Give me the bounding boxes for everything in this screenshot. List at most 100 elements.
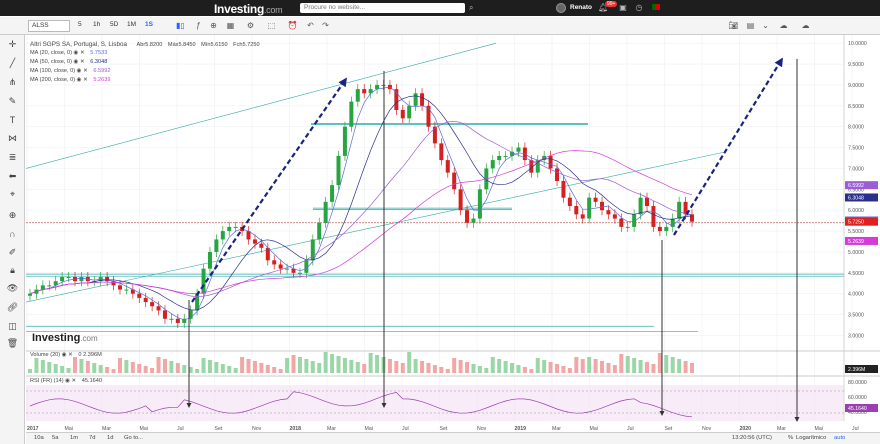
candle-body [439, 143, 444, 161]
fib-icon[interactable]: ≣ [8, 152, 17, 162]
fullscreen-icon[interactable]: ⬚ [267, 21, 276, 30]
time-tick-2: Mar [102, 426, 111, 432]
log-toggle[interactable]: Logarítmico [796, 435, 827, 441]
candle-body [362, 89, 367, 94]
period-5a[interactable]: 5a [52, 435, 59, 441]
price-badge-bg-0 [845, 181, 878, 190]
portfolio-icon[interactable]: ▣ [619, 3, 627, 12]
rsi-band [26, 385, 844, 421]
volume-badge-bg [845, 365, 878, 373]
candles-icon[interactable]: ▮▯ [176, 21, 185, 30]
compare-icon[interactable]: ⊕ [210, 21, 217, 30]
rsi-legend[interactable]: RSI (FR) (14) ◉ ✕ 45.1640 [30, 378, 103, 384]
volume-bar [420, 361, 425, 373]
add-indicator-icon[interactable]: ƒ [196, 21, 201, 30]
layers-icon[interactable]: ◫ [8, 321, 17, 331]
ma20-legend[interactable]: MA (20, close, 0) ◉ ✕ 5.7533 [30, 50, 108, 56]
ma100-legend[interactable]: MA (100, close, 0) ◉ ✕ 6.5992 [30, 68, 111, 74]
period-1d[interactable]: 1d [107, 435, 114, 441]
brush-icon[interactable]: ✎ [8, 96, 17, 106]
timeframe-5[interactable]: 5 [78, 21, 82, 28]
volume-bar [368, 353, 373, 373]
time-tick-8: Mar [327, 426, 336, 432]
cloud-save-icon[interactable]: ☁ [779, 21, 788, 30]
ma200-legend[interactable]: MA (200, close, 0) ◉ ✕ 5.2639 [30, 77, 111, 83]
undo-icon[interactable]: ↶ [307, 21, 314, 30]
candle-body [195, 293, 200, 311]
volume-bar [522, 367, 527, 373]
stay-drawing-icon[interactable]: ✐ [8, 247, 17, 257]
pattern-icon[interactable]: ⋈ [8, 133, 17, 143]
investing-logo[interactable]: Investing.com [214, 2, 283, 16]
zoom-icon[interactable]: ⊕ [8, 210, 17, 220]
volume-bar [439, 367, 444, 373]
cloud-load-icon[interactable]: ☁ [801, 21, 810, 30]
bottom-bar: 10a 5a 1m 7d 1d Go to... 13:20:56 (UTC) … [26, 432, 880, 444]
symbol-input[interactable]: ALSS [28, 20, 70, 32]
timeframe-1h[interactable]: 1h [93, 21, 101, 28]
link-icon[interactable]: 🔗︎ [6, 302, 19, 312]
camera-icon[interactable]: 📷︎ [728, 21, 739, 30]
volume-bar [593, 359, 598, 373]
timeframe-1m[interactable]: 1M [127, 21, 137, 28]
candle-body [690, 214, 694, 222]
timeframe-1s[interactable]: 1S [145, 21, 153, 28]
settings-icon[interactable]: ⚙ [246, 21, 255, 30]
back-arrow-icon[interactable]: ⬅ [8, 171, 17, 181]
trash-icon[interactable]: 🗑︎ [6, 338, 19, 348]
volume-bar [252, 361, 257, 373]
volume-bar [79, 359, 84, 373]
candle-body [349, 101, 354, 127]
text-icon[interactable]: T [9, 115, 16, 125]
main-legend: Altri SGPS SA, Portugal, S, Lisboa Abr5.… [30, 41, 260, 48]
ma50-legend[interactable]: MA (50, close, 0) ◉ ✕ 6.3048 [30, 59, 108, 65]
measure-icon[interactable]: ⌖ [9, 189, 16, 199]
username[interactable]: Renato [570, 4, 593, 11]
alert-icon[interactable]: ⏰ [287, 21, 298, 30]
redo-icon[interactable]: ↷ [322, 21, 329, 30]
crosshair-icon[interactable]: ✛ [8, 39, 17, 49]
volume-bar [342, 358, 347, 373]
period-10a[interactable]: 10a [34, 435, 44, 441]
volume-legend[interactable]: Volume (20) ◉ ✕ 0 2.396M [30, 352, 102, 358]
moving-averages [29, 86, 693, 321]
period-1m[interactable]: 1m [70, 435, 79, 441]
clock-icon[interactable]: ◷ [635, 3, 643, 12]
rsi-polyline [29, 391, 693, 418]
lock-icon[interactable]: 🔒︎ [10, 265, 15, 275]
trend-arrow-up-1 [191, 77, 348, 303]
search-input[interactable]: Procure no website... [300, 3, 465, 13]
eye-icon[interactable]: 👁︎ [6, 283, 19, 293]
flag-icon[interactable] [651, 3, 661, 13]
avatar[interactable] [556, 3, 566, 13]
search-icon[interactable]: ⌕ [469, 3, 474, 12]
volume-bar [72, 357, 77, 373]
volume-bar [278, 369, 283, 373]
candle-body [79, 277, 84, 282]
pitchfork-icon[interactable]: ⋔ [8, 77, 17, 87]
candle-body [587, 197, 592, 219]
templates-icon[interactable]: ▦ [226, 21, 235, 30]
bell-icon[interactable]: 🔔︎ [598, 3, 609, 12]
volume-bar [175, 363, 180, 373]
timeframe-5d[interactable]: 5D [110, 21, 119, 28]
period-7d[interactable]: 7d [89, 435, 96, 441]
publish-icon[interactable]: ▤ [746, 21, 755, 30]
candle-body [137, 293, 142, 298]
volume-bar [465, 362, 470, 373]
trendline-icon[interactable]: ╱ [9, 58, 16, 68]
chevron-down-icon[interactable]: ⌄ [762, 21, 769, 30]
auto-toggle[interactable]: auto [834, 435, 846, 441]
volume-bar [612, 365, 617, 373]
magnet-icon[interactable]: ∩ [9, 229, 16, 239]
go-to-button[interactable]: Go to... [124, 435, 144, 441]
time-tick-0: 2017 [27, 426, 39, 432]
volume-bar [188, 367, 193, 373]
candle-body [606, 210, 611, 215]
price-tick-9: 5.5000 [848, 229, 864, 235]
time-tick-9: Mai [365, 426, 373, 432]
time-tick-21: Mai [815, 426, 823, 432]
price-badge-bg-3 [845, 217, 878, 226]
price-chart[interactable]: 10.0000 9.5000 9.0000 8.5000 8.0000 7.5000 7.0… [26, 35, 880, 432]
percent-toggle[interactable]: % [788, 435, 794, 441]
